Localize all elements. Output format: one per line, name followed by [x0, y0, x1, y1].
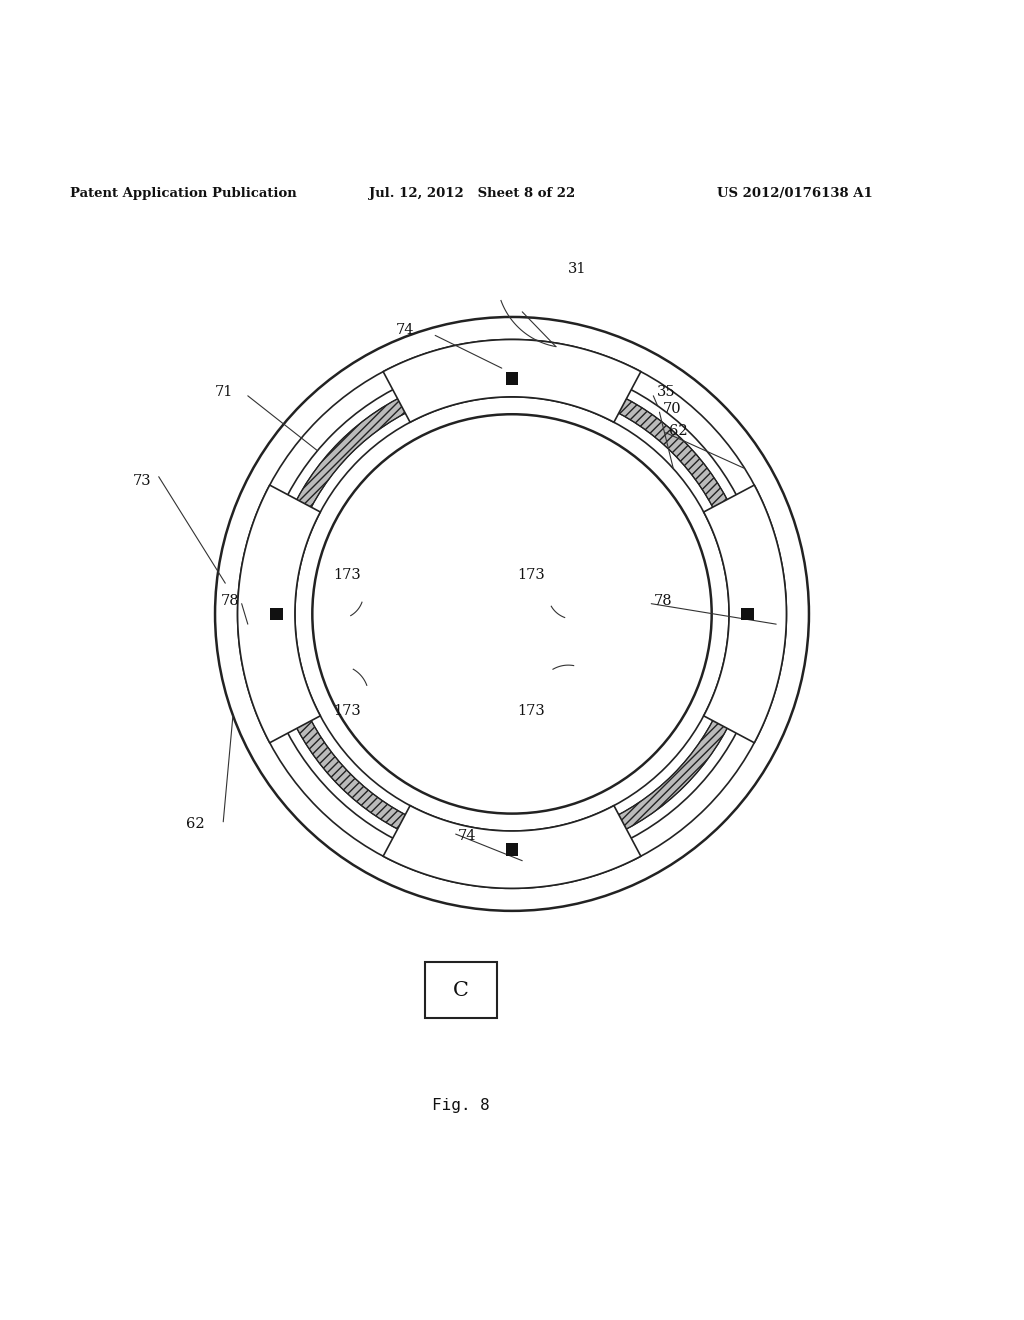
Text: 71: 71: [215, 384, 233, 399]
Polygon shape: [270, 607, 283, 620]
Text: US 2012/0176138 A1: US 2012/0176138 A1: [717, 187, 872, 199]
Bar: [425, 962, 497, 1019]
Polygon shape: [506, 843, 518, 855]
Text: 35: 35: [656, 384, 675, 399]
Text: 73: 73: [133, 474, 152, 488]
Text: Fig. 8: Fig. 8: [432, 1098, 489, 1113]
Text: Patent Application Publication: Patent Application Publication: [70, 187, 296, 199]
Text: 62: 62: [669, 424, 687, 438]
Polygon shape: [703, 484, 786, 743]
Text: 74: 74: [396, 323, 415, 338]
Text: 173: 173: [333, 704, 360, 718]
Text: 173: 173: [333, 568, 360, 582]
Text: 31: 31: [568, 261, 587, 276]
Text: 62: 62: [186, 817, 205, 830]
Polygon shape: [383, 805, 641, 888]
Polygon shape: [741, 607, 754, 620]
Text: 173: 173: [517, 568, 545, 582]
Text: 78: 78: [221, 594, 240, 607]
Text: 78: 78: [653, 594, 672, 607]
Text: Jul. 12, 2012   Sheet 8 of 22: Jul. 12, 2012 Sheet 8 of 22: [369, 187, 574, 199]
Text: 74: 74: [458, 829, 476, 843]
Text: C: C: [453, 981, 469, 999]
Polygon shape: [506, 372, 518, 384]
Polygon shape: [238, 484, 321, 743]
Polygon shape: [383, 339, 641, 422]
Text: 70: 70: [663, 403, 681, 416]
Text: 173: 173: [517, 704, 545, 718]
